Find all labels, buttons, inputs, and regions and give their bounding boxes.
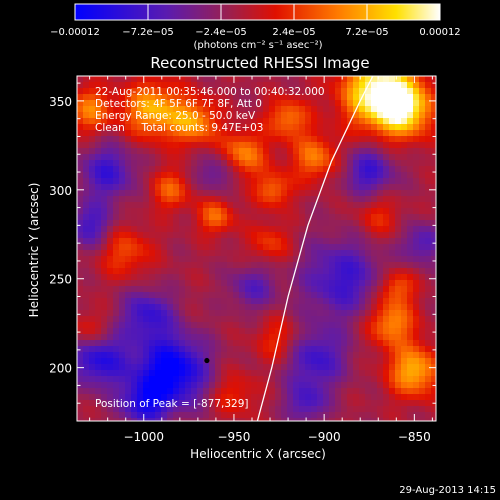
- y-tick-label: 350: [49, 95, 72, 109]
- colorbar-ticks: −0.00012 −7.2e−05 −2.4e−05 2.4e−05 7.2e−05 0.…: [50, 4, 461, 38]
- x-tick-label: −850: [398, 430, 431, 444]
- annotation-time-range: 22-Aug-2011 00:35:46.000 to 00:40:32.000: [95, 86, 325, 98]
- x-axis-label: Heliocentric X (arcsec): [190, 447, 326, 461]
- colorbar-gradient: [74, 3, 441, 21]
- x-tick-label: −1000: [123, 430, 164, 444]
- peak-position-label: Position of Peak = [-877,329]: [95, 398, 249, 410]
- peak-marker: [204, 357, 210, 364]
- y-tick-label: 250: [49, 273, 72, 287]
- x-tick-label: −950: [217, 430, 250, 444]
- colorbar-tick-label: −0.00012: [50, 27, 100, 38]
- solar-limb-line: [256, 76, 374, 421]
- y-tick-label: 300: [49, 184, 72, 198]
- y-axis-label: Heliocentric Y (arcsec): [27, 183, 41, 318]
- annotation-energy-range: Energy Range: 25.0 - 50.0 keV: [95, 110, 256, 122]
- observation-info: 22-Aug-2011 00:35:46.000 to 00:40:32.000…: [95, 86, 325, 134]
- chart-title: Reconstructed RHESSI Image: [150, 54, 369, 72]
- x-tick-label: −900: [308, 430, 341, 444]
- colorbar-tick-label: 0.00012: [419, 27, 460, 38]
- colorbar-tick-label: −7.2e−05: [122, 27, 174, 38]
- annotation-clean-counts: Clean Total counts: 9.47E+03: [95, 122, 264, 134]
- plot-frame: [76, 75, 437, 422]
- annotation-detectors: Detectors: 4F 5F 6F 7F 8F, Att 0: [95, 98, 262, 110]
- colorbar-unit-label: (photons cm⁻² s⁻¹ asec⁻²): [193, 40, 322, 51]
- heatmap-image: [77, 76, 436, 421]
- colorbar-tick-label: −2.4e−05: [195, 27, 247, 38]
- colorbar-tick-label: 2.4e−05: [272, 27, 315, 38]
- colorbar: −0.00012 −7.2e−05 −2.4e−05 2.4e−05 7.2e−05 0.…: [50, 3, 461, 51]
- axis-ticks: −1000 −950 −900 −850 200 250 300 350: [49, 76, 436, 444]
- footer-date: 29-Aug-2013 14:15: [399, 485, 496, 496]
- colorbar-tick-label: 7.2e−05: [345, 27, 388, 38]
- y-tick-label: 200: [49, 362, 72, 376]
